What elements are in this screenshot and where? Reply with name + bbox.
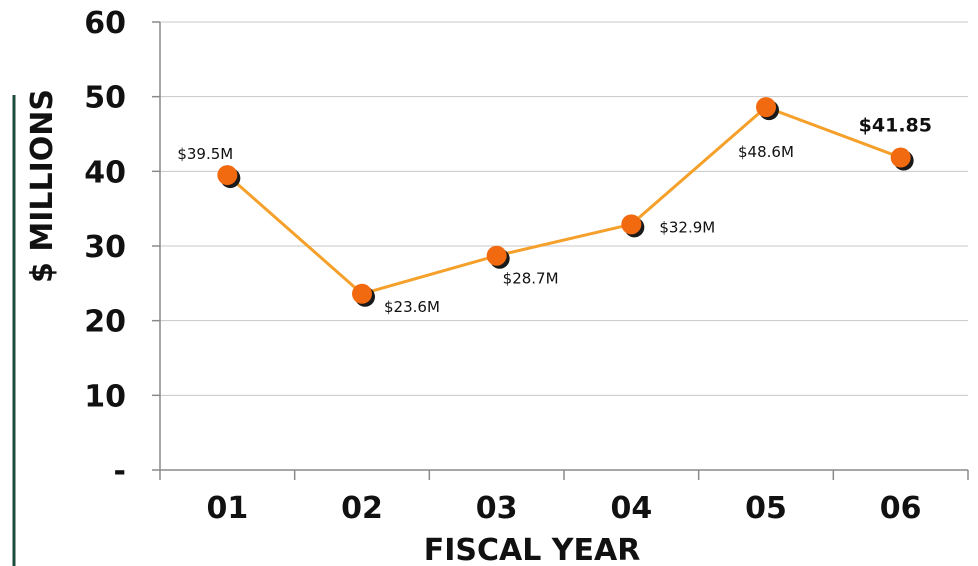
gridlines	[160, 21, 968, 396]
data-label: $28.7M	[503, 270, 559, 288]
data-label: $39.5M	[177, 145, 233, 163]
data-point	[352, 283, 372, 304]
y-tick-label: 30	[84, 230, 126, 265]
y-axis-title: $ MILLIONS	[25, 89, 60, 283]
data-point	[890, 147, 911, 168]
data-labels: $39.5M $23.6M $28.7M $32.9M $48.6M $41.85	[177, 115, 932, 316]
data-point	[756, 97, 776, 118]
y-tick-label: 40	[84, 155, 126, 190]
series-polyline	[226, 105, 902, 296]
data-label: $32.9M	[659, 218, 715, 236]
x-axis-title: FISCAL YEAR	[424, 533, 641, 566]
y-tick-label: 50	[84, 81, 126, 116]
data-label: $23.6M	[384, 298, 440, 316]
series-line	[226, 105, 902, 296]
x-tick-label: 04	[610, 491, 652, 526]
y-tick-label: 10	[84, 379, 126, 414]
x-tick-label: 01	[206, 491, 248, 526]
y-tick-label: -	[114, 454, 126, 489]
x-tick-label: 06	[880, 491, 922, 526]
y-tick-label: 60	[84, 6, 126, 41]
data-label: $48.6M	[738, 143, 794, 161]
data-point	[217, 165, 238, 186]
x-tick-label: 05	[745, 491, 787, 526]
x-tick-label: 02	[341, 491, 383, 526]
data-point	[621, 214, 642, 235]
data-label: $41.85	[859, 115, 932, 137]
data-point	[486, 245, 507, 266]
x-tick-label: 03	[476, 491, 518, 526]
axes: - 10 20 30 40 50 60 01 02 03 04 05 06	[84, 6, 969, 526]
data-points	[217, 97, 914, 307]
y-tick-label: 20	[84, 305, 126, 340]
